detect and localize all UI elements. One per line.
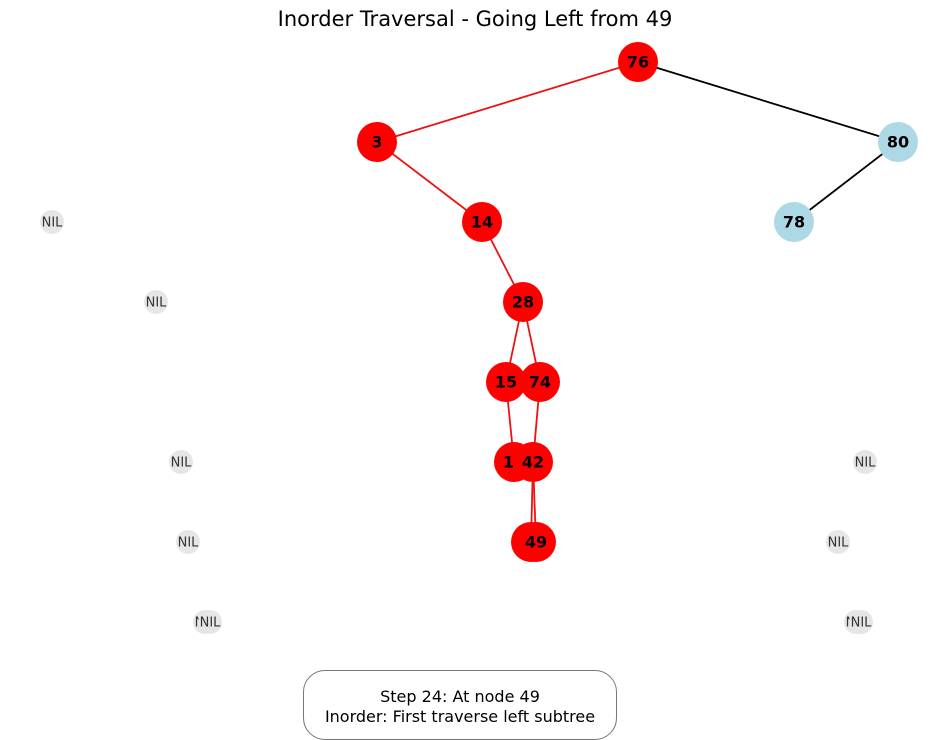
tree-node-circle	[486, 362, 526, 402]
tree-node-label: 80	[887, 133, 909, 152]
tree-node-circle	[516, 522, 556, 562]
tree-node-label: 76	[627, 53, 649, 72]
tree-node-label: 74	[529, 373, 551, 392]
tree-node-circle	[357, 122, 397, 162]
nil-node-circle	[144, 290, 168, 314]
tree-node-3: 3	[357, 122, 397, 162]
tree-node-circle	[618, 42, 658, 82]
tree-node-49: 49	[516, 522, 556, 562]
tree-node-label: 3	[371, 133, 382, 152]
tree-node-label: 28	[512, 293, 534, 312]
tree-node-80: 80	[878, 122, 918, 162]
nil-node-label: NIL	[828, 536, 850, 551]
edges-layer	[376, 61, 899, 543]
nil-node: NIL	[40, 210, 64, 234]
tree-node-label: 49	[525, 533, 547, 552]
tree-node-circle	[520, 362, 560, 402]
nil-node-label: NIL	[171, 456, 193, 471]
tree-node-circle	[878, 122, 918, 162]
nil-node-circle	[198, 610, 222, 634]
edge-n76-n3	[376, 61, 639, 143]
tree-node-circle	[774, 202, 814, 242]
nil-node-circle	[40, 210, 64, 234]
nil-node-circle	[169, 450, 193, 474]
tree-node-15: 15	[486, 362, 526, 402]
nil-node-circle	[853, 450, 877, 474]
tree-node-28: 28	[503, 282, 543, 322]
edge-n80-n78	[793, 141, 899, 223]
nil-node-label: NIL	[200, 616, 222, 631]
nil-node: NIL	[169, 450, 193, 474]
tree-node-label: 14	[471, 213, 493, 232]
diagram-title: Inorder Traversal - Going Left from 49	[278, 7, 673, 31]
tree-node-label: 15	[495, 373, 517, 392]
nil-node-label: NIL	[851, 616, 873, 631]
edge-n3-n14	[376, 141, 483, 223]
nil-node-circle	[849, 610, 873, 634]
nil-node-label: NIL	[855, 456, 877, 471]
nil-node-circle	[826, 530, 850, 554]
nodes-layer: 76380147828157419423749	[357, 42, 918, 562]
edge-n76-n80	[637, 61, 899, 143]
tree-node-78: 78	[774, 202, 814, 242]
tree-node-circle	[503, 282, 543, 322]
tree-node-76: 76	[618, 42, 658, 82]
nil-node-label: NIL	[42, 216, 64, 231]
nil-node-label: NIL	[178, 536, 200, 551]
nil-node: NIL	[826, 530, 850, 554]
nil-node: NIL	[176, 530, 200, 554]
nil-node-circle	[176, 530, 200, 554]
status-description-text: Inorder: First traverse left subtree	[324, 707, 596, 726]
tree-node-circle	[513, 442, 553, 482]
nil-node-label: NIL	[146, 296, 168, 311]
status-step-text: Step 24: At node 49	[380, 687, 540, 706]
nil-node: NIL	[144, 290, 168, 314]
tree-node-42: 42	[513, 442, 553, 482]
tree-node-label: 78	[783, 213, 805, 232]
tree-node-14: 14	[462, 202, 502, 242]
tree-node-74: 74	[520, 362, 560, 402]
tree-node-label: 42	[522, 453, 544, 472]
status-box: Step 24: At node 49 Inorder: First trave…	[303, 670, 617, 740]
nil-node: NIL	[198, 610, 222, 634]
nil-node: NIL	[849, 610, 873, 634]
tree-node-circle	[462, 202, 502, 242]
nil-node: NIL	[853, 450, 877, 474]
nil-nodes-layer: NILNILNILNILNILNILNILNILNILNIL	[40, 210, 877, 634]
